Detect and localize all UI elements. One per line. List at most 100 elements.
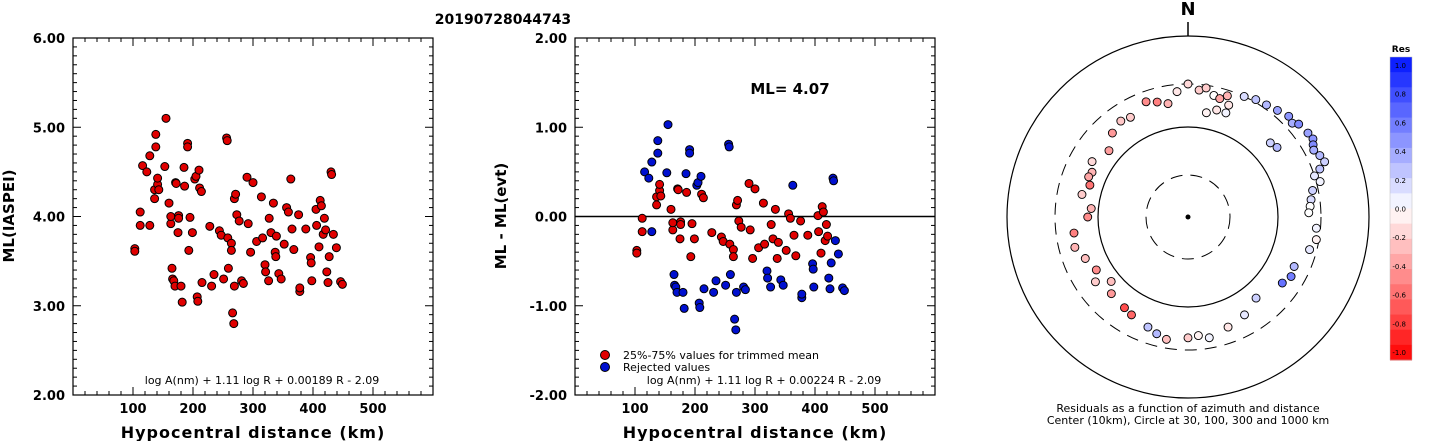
station-point [1215,94,1225,104]
data-point [682,187,692,197]
colorbar-cell [1390,329,1412,346]
colorbar-cell [1390,72,1412,88]
colorbar-tick-labels: 1.0 0.8 0.6 0.4 0.2 0.0 -0.2 -0.4 -0.6 -0.8 -1.0 [1392,62,1406,357]
data-point [698,193,708,203]
station-point [1286,272,1296,281]
station-point [1120,303,1129,313]
y-tick-labels: -2.00 -1.00 0.00 1.00 2.00 [530,32,567,404]
data-point [662,168,672,178]
station-residual-points [1069,79,1330,344]
data-point [814,227,824,237]
data-point [679,303,689,313]
station-point [1272,105,1282,115]
tick-marks [72,37,434,396]
colorbar-cell [1390,193,1412,209]
data-point [689,234,699,244]
station-point [1222,91,1232,101]
station-point [1172,87,1182,97]
station-point [1224,100,1234,110]
station-point [1240,310,1249,320]
colorbar-frame [1389,56,1413,361]
station-point [1116,116,1126,126]
colorbar-cell [1390,57,1412,73]
data-point [824,273,834,283]
station-point [1289,262,1299,271]
y-tick-label: 3.00 [33,300,65,315]
data-point [709,287,719,297]
colorbar-cell [1390,208,1412,225]
data-point [331,243,341,253]
data-point [676,220,686,230]
data-point [666,204,676,214]
data-point [686,252,696,262]
station-point [1077,190,1087,199]
data-point [223,263,233,273]
data-points [632,120,849,335]
y-tick-label: 0.00 [535,211,567,226]
y-tick-label: 4.00 [33,211,65,226]
colorbar-tick-label: 0.6 [1395,119,1407,127]
data-point [681,169,691,179]
x-tick-label: 300 [239,402,266,417]
polar-caption-line-2: Center (10km), Circle at 30, 100, 300 an… [1047,414,1329,427]
y-tick-label: -2.00 [530,389,567,404]
circle-1000km [1006,35,1370,399]
legend-marker-rejected [600,362,610,372]
data-point [724,142,734,152]
colorbar-cell [1390,344,1412,361]
data-point [171,178,181,188]
data-point [276,274,286,284]
x-tick-label: 300 [741,402,768,417]
data-point [730,314,740,324]
y-tick-label: 1.00 [535,121,567,136]
data-point [725,270,735,280]
data-point [238,278,248,288]
station-point [1212,105,1222,115]
y-tick-label: -1.00 [530,300,567,315]
data-point [160,162,170,172]
data-point [830,236,840,246]
data-point [328,229,338,239]
station-point [1239,92,1249,101]
event-magnitude: ML= 4.07 [750,80,829,98]
station-point [1309,145,1319,155]
data-point [668,218,678,228]
data-point [321,225,331,235]
station-point [1106,277,1116,286]
colorbar-tick-label: 0.0 [1395,206,1406,214]
data-point [301,224,311,234]
colorbar-cell [1390,299,1412,316]
station-point [1265,138,1275,148]
data-point [179,162,189,172]
x-tick-label: 100 [119,402,146,417]
colorbar-cell [1390,87,1412,103]
data-point [187,228,197,238]
data-point [647,227,657,237]
data-point [219,274,229,284]
data-point [750,184,760,194]
data-point [180,181,190,191]
station-point [1183,333,1193,343]
data-point [711,276,721,286]
colorbar-tick-label: 1.0 [1395,62,1406,70]
station-point [1087,157,1097,167]
data-point [197,278,207,288]
station-point [1294,119,1304,129]
data-point [135,207,145,217]
colorbar-tick-label: 0.8 [1395,91,1406,99]
data-point [177,297,187,307]
data-point [196,187,206,197]
data-point [312,220,322,230]
data-point [653,148,663,158]
station-point [1107,128,1117,138]
station-point [1083,212,1093,222]
colorbar-tick-label: -0.6 [1392,292,1406,300]
data-point [294,210,304,220]
station-point [1251,293,1261,303]
data-point [673,185,683,195]
data-point [695,303,705,313]
station-point [1084,172,1094,182]
station-point [1085,180,1095,190]
data-point [772,253,782,263]
data-point [740,285,750,295]
